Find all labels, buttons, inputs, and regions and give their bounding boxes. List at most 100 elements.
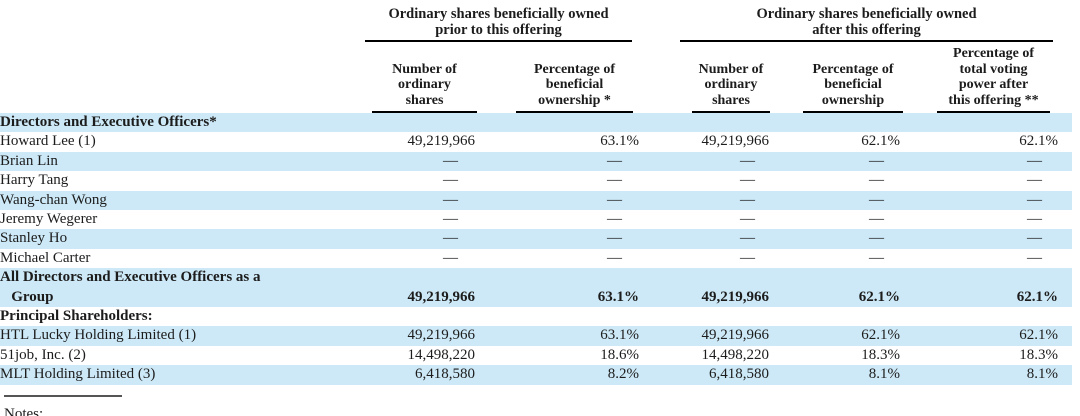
row-value: 14,498,220	[407, 346, 476, 363]
footnotes-section: Notes:	[0, 394, 1080, 416]
row-name: Wang-chan Wong	[0, 191, 107, 208]
table-row: Directors and Executive Officers*	[0, 113, 1073, 133]
row-value: —	[740, 152, 755, 169]
row-name: 51job, Inc. (2)	[0, 346, 86, 363]
row-value: —	[740, 172, 755, 189]
row-value: —	[443, 230, 458, 247]
table-row: MLT Holding Limited (3) 6,418,580 8.2% 6,41…	[0, 365, 1073, 385]
row-value: 62.1%	[1019, 133, 1059, 150]
table-row: Stanley Ho — — — — —	[0, 229, 1073, 249]
column-header-spacer	[0, 42, 360, 113]
table-row: Brian Lin — — — — —	[0, 151, 1073, 172]
row-value: —	[740, 230, 755, 247]
row-value	[772, 307, 906, 326]
ownership-table: Ordinary shares beneficially owned prior…	[0, 6, 1073, 385]
row-value: 8.1%	[868, 366, 900, 383]
row-name: HTL Lucky Holding Limited (1)	[0, 327, 197, 344]
row-value	[478, 307, 640, 326]
row-value: 63.1%	[597, 288, 639, 305]
row-value	[640, 307, 772, 326]
row-value: —	[1027, 152, 1043, 169]
row-name: Michael Carter	[0, 249, 91, 266]
row-value: 49,219,966	[407, 288, 476, 305]
column-header-label: Percentage of beneficial ownership *	[516, 62, 633, 113]
row-value: —	[607, 211, 622, 228]
row-value: 18.6%	[600, 346, 639, 363]
row-name: Harry Tang	[0, 172, 69, 189]
row-name: Jeremy Wegerer	[0, 211, 98, 228]
row-value: —	[607, 152, 622, 169]
row-value: —	[869, 230, 884, 247]
table-row: Michael Carter — — — — —	[0, 249, 1072, 268]
row-value: 8.1%	[1026, 366, 1059, 383]
row-name: Stanley Ho	[0, 230, 68, 247]
row-value: —	[869, 211, 884, 228]
row-value: —	[1027, 211, 1043, 228]
row-name: Howard Lee (1)	[0, 133, 96, 150]
row-value: —	[1027, 249, 1043, 266]
row-value	[906, 113, 1072, 132]
row-value: —	[869, 172, 884, 189]
column-header-shares-after: Number of ordinary shares	[640, 42, 772, 113]
row-name: All Directors and Executive Officers as …	[0, 269, 261, 305]
row-value: 6,418,580	[415, 366, 475, 383]
column-header-label: Percentage of beneficial ownership	[803, 62, 903, 113]
row-value: —	[607, 249, 622, 266]
table-row: 51job, Inc. (2) 14,498,220 18.6% 14,498,220…	[0, 346, 1072, 365]
row-value: —	[1027, 172, 1043, 189]
row-value: 49,219,966	[701, 133, 770, 150]
table-body: Directors and Executive Officers* Howard …	[0, 113, 1073, 385]
table-row: Principal Shareholders:	[0, 307, 1072, 326]
row-value: —	[607, 172, 622, 189]
footnote-label: Notes:	[4, 405, 44, 416]
row-value: —	[740, 249, 755, 266]
column-header-label: Number of ordinary shares	[692, 62, 770, 113]
column-header-label: Number of ordinary shares	[372, 62, 477, 113]
row-name: MLT Holding Limited (3)	[0, 366, 156, 383]
row-value: —	[869, 249, 884, 266]
row-value: 62.1%	[858, 288, 900, 305]
column-header-shares-prior: Number of ordinary shares	[360, 42, 478, 113]
group-header-spacer	[0, 6, 360, 42]
row-value	[360, 113, 478, 132]
row-value: 6,418,580	[709, 366, 769, 383]
row-name: Directors and Executive Officers*	[0, 114, 217, 130]
row-value: —	[1027, 191, 1043, 208]
row-value: 14,498,220	[701, 346, 770, 363]
table-row: HTL Lucky Holding Limited (1) 49,219,966 6…	[0, 326, 1073, 346]
row-value: —	[443, 191, 458, 208]
row-value	[906, 307, 1072, 326]
column-header-row: Number of ordinary shares Percentage of …	[0, 42, 1072, 113]
column-header-pct-after: Percentage of beneficial ownership	[772, 42, 906, 113]
row-value	[478, 113, 640, 132]
row-value: 49,219,966	[701, 288, 770, 305]
row-value: 62.1%	[861, 133, 900, 150]
row-value: 62.1%	[1019, 327, 1059, 344]
group-header-after: Ordinary shares beneficially owned after…	[640, 6, 1072, 42]
column-header-voting-power: Percentage of total voting power after t…	[906, 42, 1072, 113]
row-value: —	[740, 211, 755, 228]
row-value	[640, 113, 772, 132]
row-value: 18.3%	[861, 346, 900, 363]
footnote-divider	[4, 394, 122, 397]
table-row: Wang-chan Wong — — — — —	[0, 190, 1073, 211]
row-value: 18.3%	[1019, 346, 1059, 363]
row-value: —	[443, 172, 458, 189]
row-value: —	[443, 152, 458, 169]
row-value: —	[443, 249, 458, 266]
row-value: —	[740, 191, 755, 208]
row-value: —	[443, 211, 458, 228]
row-value: —	[607, 230, 622, 247]
group-header-prior: Ordinary shares beneficially owned prior…	[360, 6, 640, 42]
row-value: —	[1027, 230, 1043, 247]
row-value: —	[869, 191, 884, 208]
row-value: 49,219,966	[701, 327, 770, 344]
row-name: Brian Lin	[0, 152, 58, 169]
table-row: Jeremy Wegerer — — — — —	[0, 210, 1072, 229]
row-name: Principal Shareholders:	[0, 308, 153, 325]
row-value: 62.1%	[1016, 288, 1059, 305]
row-value: 63.1%	[600, 133, 639, 150]
table-row: Harry Tang — — — — —	[0, 171, 1072, 190]
table-row: All Directors and Executive Officers as …	[0, 268, 1073, 308]
group-header-after-title: Ordinary shares beneficially owned after…	[680, 6, 1054, 42]
